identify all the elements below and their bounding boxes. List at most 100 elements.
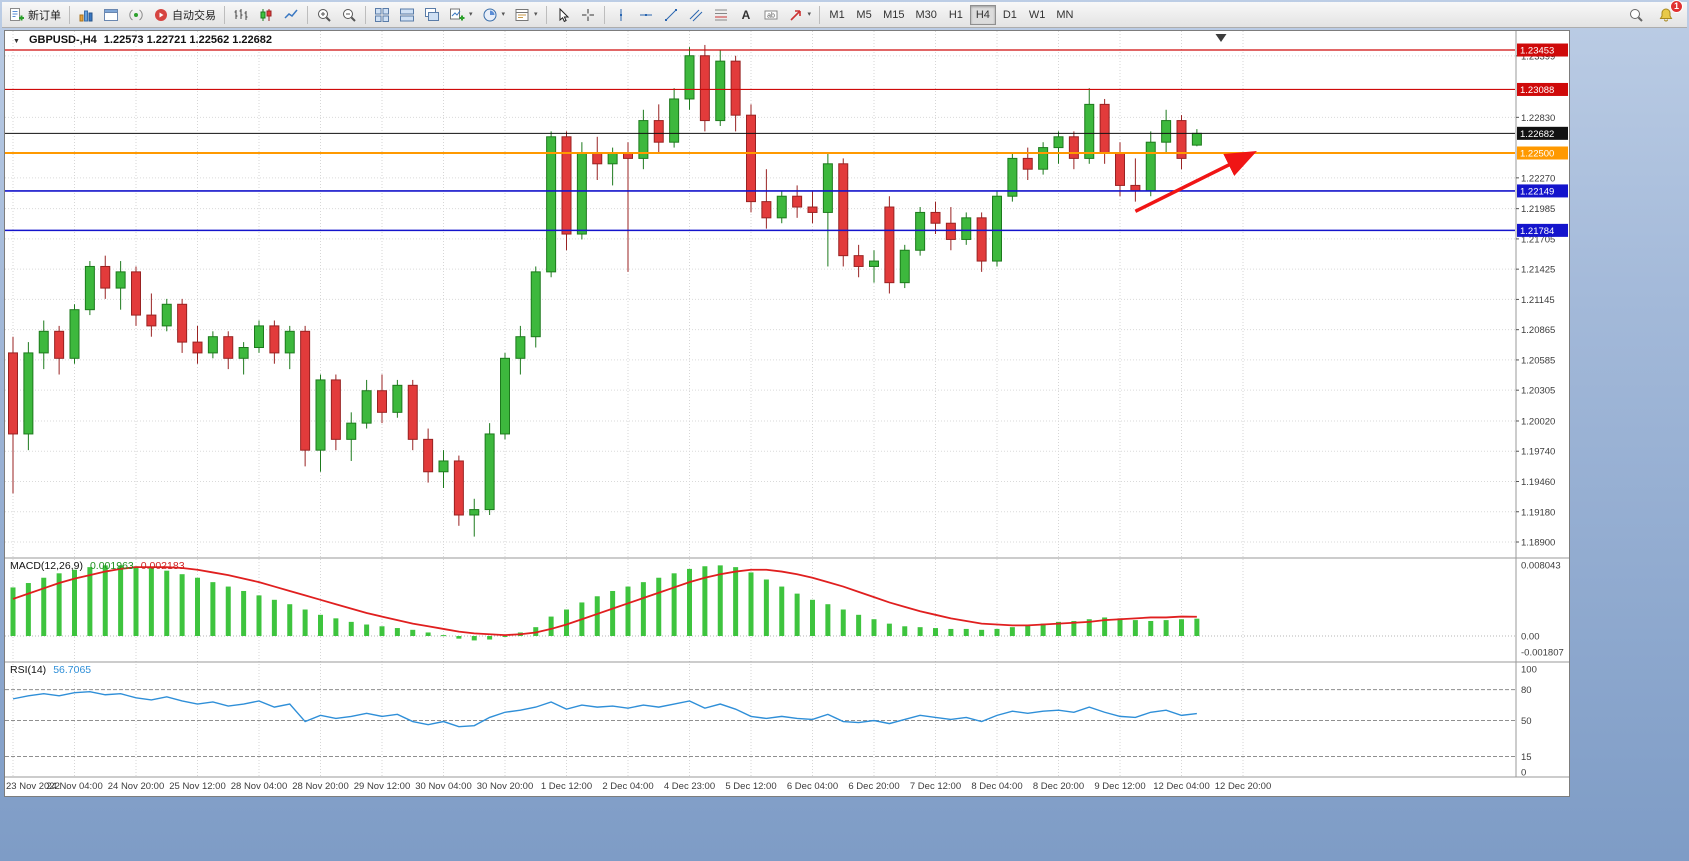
ohlc-readout: 1.22573 1.22721 1.22562 1.22682 xyxy=(103,34,272,46)
zoom-in-button[interactable] xyxy=(312,4,336,26)
zoom-out-icon xyxy=(343,8,356,22)
svg-text:29 Nov 12:00: 29 Nov 12:00 xyxy=(354,781,411,792)
market-watch-icon xyxy=(79,10,93,21)
toolbar-separator xyxy=(224,5,225,24)
svg-text:1.20865: 1.20865 xyxy=(1521,325,1555,336)
cascade-windows-button[interactable] xyxy=(420,4,444,26)
dropdown-caret-icon: ▾ xyxy=(501,11,506,18)
svg-text:ab: ab xyxy=(767,12,775,19)
toolbar-separator xyxy=(819,5,821,24)
channel-tool-button[interactable] xyxy=(684,4,708,26)
svg-text:1.21705: 1.21705 xyxy=(1521,234,1555,245)
svg-text:28 Nov 04:00: 28 Nov 04:00 xyxy=(231,781,288,792)
bar-chart-button[interactable] xyxy=(229,4,253,26)
ohlc-bars-icon xyxy=(234,8,248,20)
svg-text:1.21985: 1.21985 xyxy=(1521,204,1555,215)
svg-text:1.22270: 1.22270 xyxy=(1521,173,1555,184)
autotrading-button[interactable]: 自动交易 xyxy=(149,4,220,26)
svg-text:80: 80 xyxy=(1521,685,1532,696)
bell-icon xyxy=(1659,7,1673,21)
arrange-windows-button[interactable] xyxy=(395,4,419,26)
svg-text:9 Dec 12:00: 9 Dec 12:00 xyxy=(1094,781,1145,792)
svg-text:5 Dec 12:00: 5 Dec 12:00 xyxy=(725,781,776,792)
profiles-button[interactable]: ▾ xyxy=(478,4,510,26)
arrows-tool-button[interactable]: ▾ xyxy=(784,4,816,26)
autotrading-label: 自动交易 xyxy=(172,9,216,22)
horizontal-line-tool-button[interactable] xyxy=(634,4,658,26)
svg-text:24 Nov 04:00: 24 Nov 04:00 xyxy=(46,781,103,792)
crosshair-button[interactable] xyxy=(576,4,600,26)
new-order-icon xyxy=(10,7,24,21)
svg-text:1.19460: 1.19460 xyxy=(1521,477,1555,488)
timeframe-m5-button[interactable]: M5 xyxy=(851,5,877,25)
timeframe-h4-button[interactable]: H4 xyxy=(969,4,996,25)
svg-text:1.22682: 1.22682 xyxy=(1520,129,1554,140)
svg-text:100: 100 xyxy=(1521,665,1537,676)
macd-name: MACD(12,26,9) xyxy=(10,560,83,572)
zoom-out-button[interactable] xyxy=(337,4,361,26)
notifications-button[interactable]: 1 xyxy=(1654,0,1683,26)
signals-icon xyxy=(129,9,143,20)
data-window-button[interactable] xyxy=(99,4,123,26)
new-order-button[interactable]: 新订单 xyxy=(5,4,65,26)
cascade-windows-icon xyxy=(425,7,439,21)
svg-text:0: 0 xyxy=(1521,768,1526,779)
signals-button[interactable] xyxy=(124,4,148,26)
search-button[interactable] xyxy=(1624,4,1648,26)
vertical-line-tool-button[interactable] xyxy=(609,4,633,26)
macd-signal-value: 0.002183 xyxy=(140,560,185,572)
zoom-in-icon xyxy=(318,8,331,22)
svg-text:1.20585: 1.20585 xyxy=(1521,355,1555,366)
svg-text:1.19740: 1.19740 xyxy=(1521,447,1555,458)
timeframe-d1-button[interactable]: D1 xyxy=(997,5,1023,25)
timeframe-h1-button[interactable]: H1 xyxy=(943,5,969,25)
toolbar-separator xyxy=(603,5,605,24)
crosshair-icon xyxy=(581,8,594,21)
data-window-icon xyxy=(104,8,118,21)
svg-text:1 Dec 12:00: 1 Dec 12:00 xyxy=(541,781,592,792)
timeframe-m1-button[interactable]: M1 xyxy=(824,5,850,25)
svg-text:23 Nov 2022: 23 Nov 2022 xyxy=(6,781,60,792)
text-label-tool-button[interactable]: ab xyxy=(759,4,783,26)
svg-text:A: A xyxy=(741,8,750,22)
svg-text:28 Nov 20:00: 28 Nov 20:00 xyxy=(292,781,349,792)
timeframe-m15-button[interactable]: M15 xyxy=(878,5,909,25)
chart-title: ▼ GBPUSD-,H4 1.22573 1.22721 1.22562 1.2… xyxy=(13,34,272,46)
trendline-tool-button[interactable] xyxy=(659,4,683,26)
svg-text:12 Dec 20:00: 12 Dec 20:00 xyxy=(1215,781,1272,792)
templates-button[interactable]: ▾ xyxy=(510,4,542,26)
svg-text:2 Dec 04:00: 2 Dec 04:00 xyxy=(602,781,653,792)
svg-text:1.21784: 1.21784 xyxy=(1520,226,1554,237)
svg-text:1.18900: 1.18900 xyxy=(1521,538,1555,549)
line-chart-button[interactable] xyxy=(279,4,303,26)
tile-windows-button[interactable] xyxy=(370,4,394,26)
timeframe-w1-button[interactable]: W1 xyxy=(1024,5,1051,25)
new-order-label: 新订单 xyxy=(28,9,61,22)
one-click-trading-toggle[interactable]: ▼ xyxy=(13,38,20,45)
toolbar-separator xyxy=(307,5,308,24)
market-watch-button[interactable] xyxy=(74,4,98,26)
fibonacci-icon xyxy=(714,9,727,20)
toolbar-separator xyxy=(69,5,70,24)
svg-text:12 Dec 04:00: 12 Dec 04:00 xyxy=(1153,781,1210,792)
svg-text:30 Nov 20:00: 30 Nov 20:00 xyxy=(477,781,534,792)
cursor-button[interactable] xyxy=(551,4,575,26)
svg-text:1.20305: 1.20305 xyxy=(1521,386,1555,397)
timeframe-m30-button[interactable]: M30 xyxy=(910,5,941,25)
horizontal-line-icon xyxy=(639,13,652,16)
dropdown-caret-icon: ▾ xyxy=(534,11,538,18)
templates-icon xyxy=(515,8,529,21)
candlestick-chart-button[interactable] xyxy=(254,4,278,26)
text-tool-button[interactable]: A xyxy=(734,4,758,26)
svg-text:7 Dec 12:00: 7 Dec 12:00 xyxy=(910,781,961,792)
cursor-icon xyxy=(559,7,569,22)
price-chart[interactable]: 1.23399 1.22830 1.22270 1.21985 1.21705 1.214… xyxy=(5,31,1569,796)
new-chart-button[interactable]: ▾ xyxy=(445,4,477,26)
svg-text:-0.001807: -0.001807 xyxy=(1521,647,1564,658)
svg-text:1.22830: 1.22830 xyxy=(1521,113,1555,124)
timeframe-mn-button[interactable]: MN xyxy=(1051,5,1078,25)
fibonacci-tool-button[interactable] xyxy=(709,4,733,26)
svg-text:4 Dec 23:00: 4 Dec 23:00 xyxy=(664,781,715,792)
svg-text:6 Dec 20:00: 6 Dec 20:00 xyxy=(848,781,899,792)
